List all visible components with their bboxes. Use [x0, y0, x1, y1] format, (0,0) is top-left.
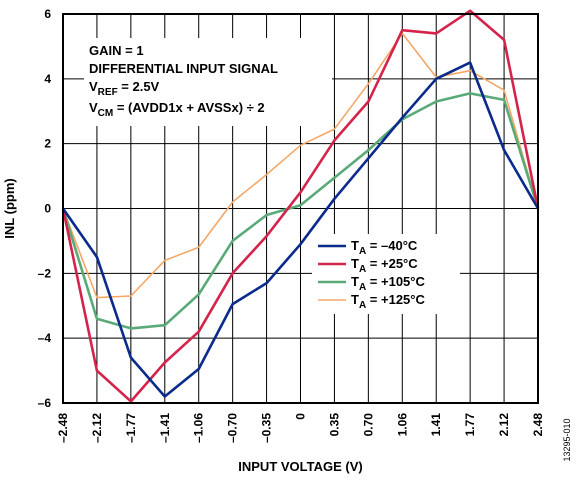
legend-symbol: T — [351, 238, 359, 253]
y-tick-label: –6 — [38, 396, 52, 410]
x-tick-label: 0 — [294, 413, 308, 420]
vref-symbol: V — [89, 79, 98, 94]
legend-symbol: T — [351, 256, 359, 271]
annotation-signal: DIFFERENTIAL INPUT SIGNAL — [89, 61, 278, 76]
x-tick-label: 1.41 — [429, 413, 443, 437]
legend-value: = +105°C — [366, 274, 425, 289]
y-axis-label: INL (ppm) — [2, 178, 17, 238]
x-tick-label: –0.35 — [260, 413, 274, 443]
legend-label-4: TA = +125°C — [351, 292, 425, 311]
series-lines — [61, 9, 540, 403]
legend-value: = +125°C — [366, 292, 425, 307]
legend-symbol: T — [351, 292, 359, 307]
x-tick-label: 2.48 — [531, 413, 545, 437]
series-line-4 — [62, 32, 539, 299]
x-tick-label: –1.06 — [192, 413, 206, 443]
legend-label-2: TA = +25°C — [351, 256, 418, 275]
legend-subscript: A — [359, 246, 366, 257]
x-tick-label: 1.77 — [463, 413, 477, 437]
vref-value: = 2.5V — [118, 79, 160, 94]
annotation-background — [84, 38, 332, 126]
annotation-vcm: VCM = (AVDD1x + AVSSx) ÷ 2 — [89, 100, 265, 119]
x-tick-label: –0.70 — [226, 413, 240, 443]
legend-value: = +25°C — [366, 256, 418, 271]
x-tick-label: –2.48 — [56, 413, 70, 443]
vcm-subscript: CM — [98, 108, 114, 119]
legend: TA = –40°CTA = +25°CTA = +105°CTA = +125… — [312, 234, 460, 314]
vcm-value: = (AVDD1x + AVSSx) ÷ 2 — [113, 100, 264, 115]
x-axis-label: INPUT VOLTAGE (V) — [238, 459, 362, 474]
legend-label-1: TA = –40°C — [351, 238, 418, 257]
y-tick-label: 6 — [44, 7, 51, 21]
legend-subscript: A — [359, 282, 366, 293]
y-tick-labels: –6 –4 –2 0 2 4 6 — [38, 7, 52, 410]
x-tick-label: –1.41 — [158, 413, 172, 443]
annotation-gain: GAIN = 1 — [89, 43, 144, 58]
x-tick-label: 2.12 — [497, 413, 511, 437]
y-tick-label: 2 — [44, 137, 51, 151]
y-tick-label: 0 — [44, 202, 51, 216]
x-tick-label: 0.70 — [361, 413, 375, 437]
y-tick-label: 4 — [44, 72, 51, 86]
y-tick-label: –4 — [38, 331, 52, 345]
legend-symbol: T — [351, 274, 359, 289]
vref-subscript: REF — [98, 87, 118, 98]
x-tick-label: 1.06 — [395, 413, 409, 437]
series-line-2 — [61, 9, 540, 403]
legend-subscript: A — [359, 300, 366, 311]
legend-value: = –40°C — [366, 238, 418, 253]
x-tick-label: 0.35 — [327, 413, 341, 437]
x-tick-labels: –2.48 –2.12 –1.77 –1.41 –1.06 –0.70 –0.35 0 0.35… — [56, 413, 545, 443]
x-tick-label: –2.12 — [90, 413, 104, 443]
series-line-1 — [61, 61, 540, 398]
legend-label-3: TA = +105°C — [351, 274, 425, 293]
vcm-symbol: V — [89, 100, 98, 115]
series-line-3 — [61, 92, 540, 330]
annotation-vref: VREF = 2.5V — [89, 79, 160, 98]
y-tick-label: –2 — [38, 266, 52, 280]
legend-subscript: A — [359, 264, 366, 275]
plot-area — [62, 13, 539, 404]
figure-id: 13295-010 — [562, 418, 572, 461]
test-conditions: GAIN = 1 DIFFERENTIAL INPUT SIGNAL VREF … — [84, 38, 332, 126]
x-tick-label: –1.77 — [124, 413, 138, 443]
